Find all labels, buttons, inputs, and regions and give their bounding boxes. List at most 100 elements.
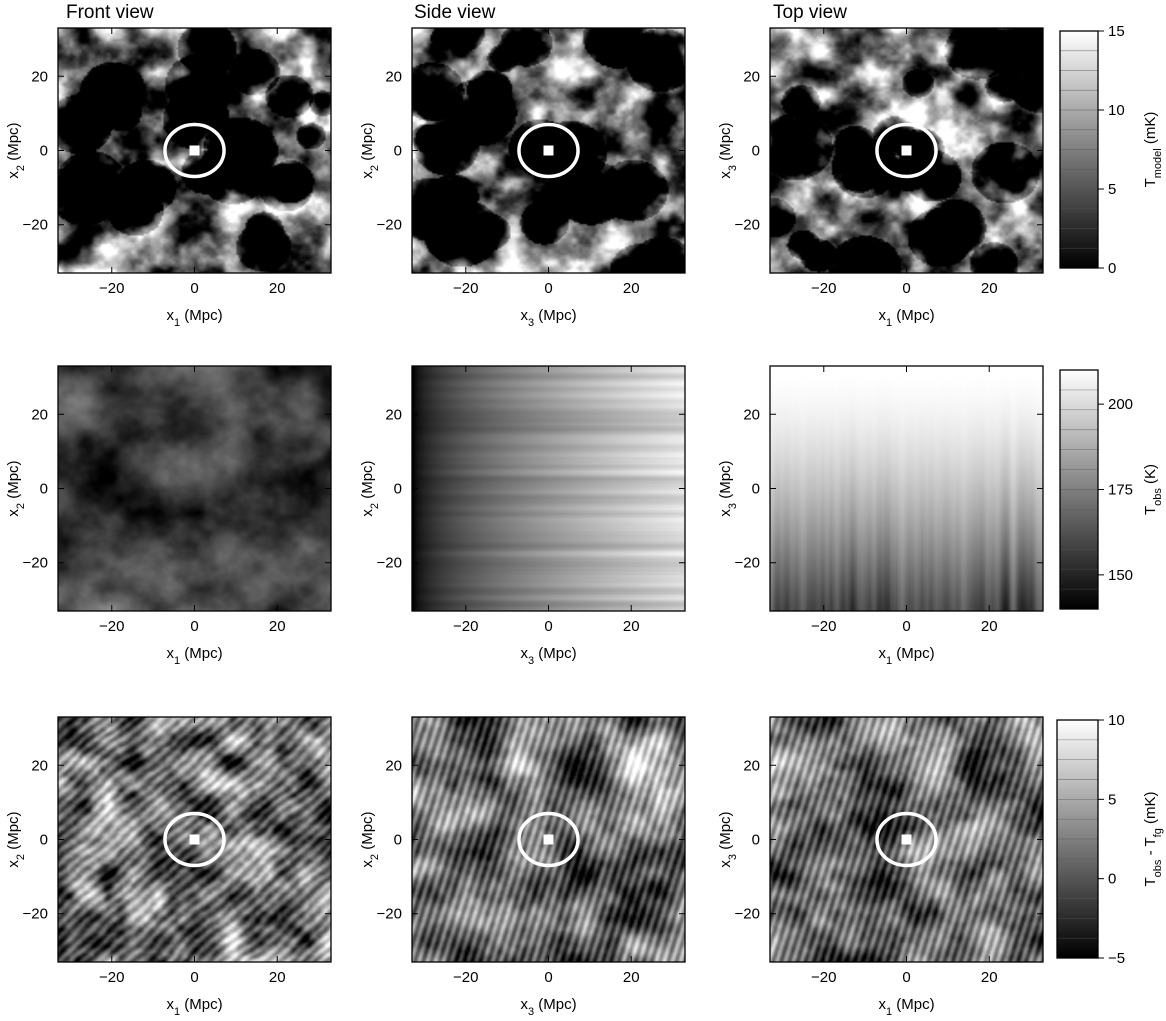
marker-circle xyxy=(163,811,226,868)
map-image xyxy=(770,366,1043,611)
x-tick-label: −20 xyxy=(811,280,836,297)
colorbar-tick-label: 10 xyxy=(1108,712,1125,729)
x-tick-label: −20 xyxy=(99,969,124,986)
colorbar-label: Tmodel (mK) xyxy=(1142,112,1164,188)
x-axis-label: x1 (Mpc) xyxy=(166,996,222,1018)
colorbar-frame xyxy=(1056,719,1099,959)
marker-circle xyxy=(163,122,226,179)
x-tick-label: −20 xyxy=(99,618,124,635)
x-tick-label: 0 xyxy=(190,618,198,635)
y-tick-label: −20 xyxy=(23,906,48,923)
y-tick-label: 0 xyxy=(40,143,48,160)
marker-square xyxy=(543,834,554,845)
panel-3-3: −20 −20 0 0 20 20 x1 (Mpc) x3 (Mpc) xyxy=(717,716,1044,1018)
y-tick-label: −20 xyxy=(377,555,402,572)
marker-square xyxy=(901,145,912,156)
marker-circle xyxy=(875,122,938,179)
y-axis-label: x3 (Mpc) xyxy=(717,122,739,178)
colorbar-tick-label: 200 xyxy=(1108,396,1133,413)
x-tick-label: −20 xyxy=(453,280,478,297)
y-tick-label: 0 xyxy=(394,143,402,160)
x-axis-label: x1 (Mpc) xyxy=(878,996,934,1018)
colorbar-2: 150 175 200 Tobs (K) xyxy=(1059,369,1164,610)
panel-3-2: −20 −20 0 0 20 20 x3 (Mpc) x2 (Mpc) xyxy=(359,716,686,1018)
y-axis-label: x3 (Mpc) xyxy=(717,460,739,516)
colorbar-frame xyxy=(1059,30,1099,269)
map-image xyxy=(58,366,331,611)
x-tick-label: −20 xyxy=(453,618,478,635)
colorbar-label: Tobs - Tfg (mK) xyxy=(1142,791,1164,886)
x-tick-label: 20 xyxy=(981,280,998,297)
y-tick-label: 20 xyxy=(31,757,48,774)
x-axis-label: x1 (Mpc) xyxy=(166,307,222,329)
y-tick-label: −20 xyxy=(377,906,402,923)
y-tick-label: 0 xyxy=(752,832,760,849)
y-tick-label: 0 xyxy=(752,481,760,498)
x-tick-label: 20 xyxy=(623,969,640,986)
panel-2-3: −20 −20 0 0 20 20 x1 (Mpc) x3 (Mpc) xyxy=(717,365,1044,667)
y-tick-label: 20 xyxy=(385,757,402,774)
y-tick-label: −20 xyxy=(735,555,760,572)
y-axis-label: x3 (Mpc) xyxy=(717,811,739,867)
x-tick-label: 20 xyxy=(981,969,998,986)
marker-square xyxy=(189,145,200,156)
colorbar-tick-label: 0 xyxy=(1108,260,1116,277)
y-tick-label: 0 xyxy=(40,481,48,498)
column-title: Front view xyxy=(66,2,154,23)
colorbar-tick-label: 10 xyxy=(1108,102,1125,119)
colorbar-tick-label: 5 xyxy=(1108,791,1116,808)
colorbar-tick-label: 15 xyxy=(1108,23,1125,40)
x-tick-label: 0 xyxy=(902,280,910,297)
y-tick-label: 0 xyxy=(752,143,760,160)
panel-2-2: −20 −20 0 0 20 20 x3 (Mpc) x2 (Mpc) xyxy=(359,365,686,667)
colorbar-tick-label: 150 xyxy=(1108,567,1133,584)
column-title: Top view xyxy=(773,2,847,23)
x-tick-label: −20 xyxy=(99,280,124,297)
x-tick-label: 0 xyxy=(190,969,198,986)
x-axis-label: x1 (Mpc) xyxy=(878,645,934,667)
colorbar-tick-label: 0 xyxy=(1108,871,1116,888)
x-tick-label: 20 xyxy=(269,969,286,986)
x-tick-label: 20 xyxy=(981,618,998,635)
y-tick-label: −20 xyxy=(23,217,48,234)
x-tick-label: 20 xyxy=(269,618,286,635)
y-axis-label: x2 (Mpc) xyxy=(359,460,381,516)
y-tick-label: 0 xyxy=(394,481,402,498)
x-axis-label: x1 (Mpc) xyxy=(166,645,222,667)
y-tick-label: 20 xyxy=(31,68,48,85)
panel-1-2: −20 −20 0 0 20 20 x3 (Mpc) x2 (Mpc) xyxy=(359,27,686,329)
y-axis-label: x2 (Mpc) xyxy=(5,122,27,178)
y-tick-label: 20 xyxy=(743,406,760,423)
colorbar-1: 0 5 10 15 Tmodel (mK) xyxy=(1059,23,1164,277)
x-tick-label: −20 xyxy=(811,618,836,635)
marker-square xyxy=(543,145,554,156)
y-tick-label: 20 xyxy=(743,68,760,85)
x-tick-label: 20 xyxy=(623,280,640,297)
marker-circle xyxy=(517,122,580,179)
x-axis-label: x1 (Mpc) xyxy=(878,307,934,329)
panel-3-1: −20 −20 0 0 20 20 x1 (Mpc) x2 (Mpc) xyxy=(5,716,332,1018)
y-tick-label: 20 xyxy=(31,406,48,423)
colorbar-3: −5 0 5 10 Tobs - Tfg (mK) xyxy=(1056,712,1164,967)
y-tick-label: −20 xyxy=(377,217,402,234)
marker-circle xyxy=(517,811,580,868)
colorbar-label: Tobs (K) xyxy=(1142,464,1164,515)
y-tick-label: −20 xyxy=(23,555,48,572)
x-tick-label: −20 xyxy=(811,969,836,986)
x-tick-label: 0 xyxy=(544,969,552,986)
panel-2-1: −20 −20 0 0 20 20 x1 (Mpc) x2 (Mpc) xyxy=(5,365,332,667)
marker-square xyxy=(901,834,912,845)
x-tick-label: 20 xyxy=(269,280,286,297)
x-tick-label: 0 xyxy=(544,618,552,635)
y-tick-label: 20 xyxy=(743,757,760,774)
colorbar-tick-label: 175 xyxy=(1108,482,1133,499)
x-tick-label: 0 xyxy=(902,618,910,635)
y-tick-label: 0 xyxy=(394,832,402,849)
panel-1-3: −20 −20 0 0 20 20 x1 (Mpc) x3 (Mpc) xyxy=(717,27,1044,329)
column-title: Side view xyxy=(414,2,496,23)
map-image xyxy=(412,366,685,611)
x-tick-label: 0 xyxy=(902,969,910,986)
colorbar-tick-label: 5 xyxy=(1108,181,1116,198)
x-tick-label: 20 xyxy=(623,618,640,635)
